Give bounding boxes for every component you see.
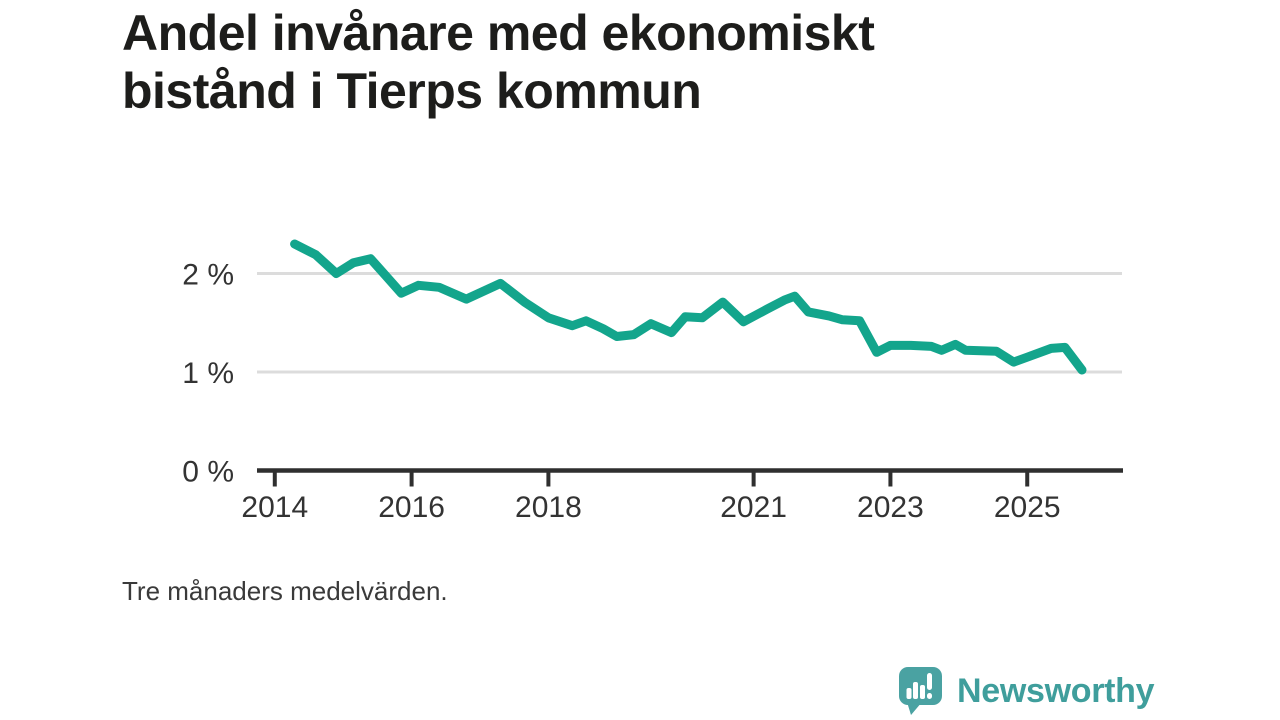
data-line-ekonomiskt-bistand bbox=[290, 239, 1087, 375]
x-axis-label: 2018 bbox=[515, 491, 582, 524]
x-axis-label: 2023 bbox=[857, 491, 924, 524]
chart-footnote: Tre månaders medelvärden. bbox=[122, 576, 448, 606]
x-axis-label: 2016 bbox=[378, 491, 445, 524]
x-axis-label: 2025 bbox=[994, 491, 1061, 524]
chart-title: Andel invånare med ekonomiskt bistånd i … bbox=[122, 4, 875, 120]
x-axis-label: 2021 bbox=[720, 491, 787, 524]
chart-title-line2: bistånd i Tierps kommun bbox=[122, 63, 702, 119]
newsworthy-brand: Newsworthy bbox=[898, 666, 1155, 716]
y-axis-label: 1 % bbox=[182, 357, 234, 390]
newsworthy-logo-icon bbox=[899, 667, 942, 715]
chart-title-line1: Andel invånare med ekonomiskt bbox=[122, 5, 875, 61]
x-axis-label: 2014 bbox=[241, 491, 308, 524]
y-axis-label: 0 % bbox=[182, 456, 234, 489]
newsworthy-logo-text: Newsworthy bbox=[957, 671, 1155, 710]
y-axis-label: 2 % bbox=[182, 259, 234, 292]
